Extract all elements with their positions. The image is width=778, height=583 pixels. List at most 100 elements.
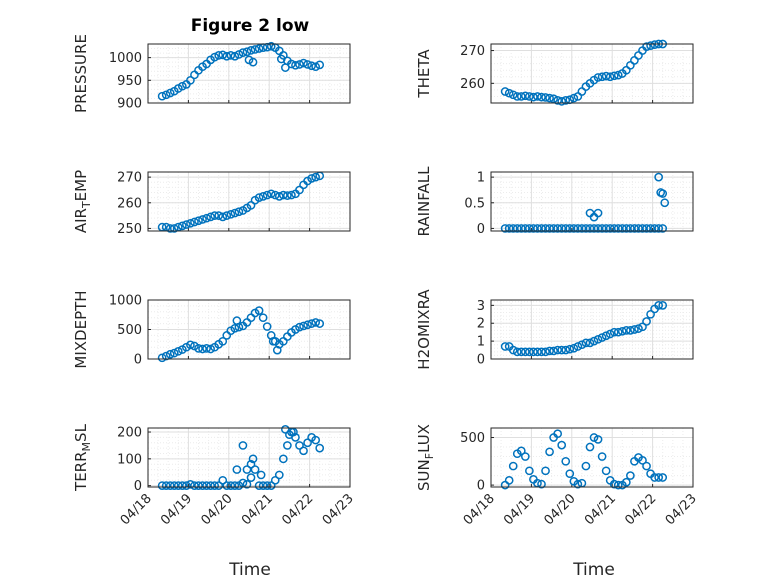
data-point bbox=[194, 481, 203, 491]
data-point bbox=[500, 224, 510, 233]
data-points bbox=[500, 429, 668, 490]
data-point bbox=[238, 48, 248, 57]
data-point bbox=[529, 92, 538, 102]
x-tick-label: 04/23 bbox=[663, 491, 700, 528]
data-point bbox=[545, 93, 554, 103]
data-point bbox=[234, 50, 244, 59]
data-point bbox=[573, 342, 583, 351]
y-tick-label: 0 bbox=[134, 353, 142, 368]
plot-area bbox=[491, 172, 693, 231]
data-point bbox=[597, 224, 607, 233]
data-point bbox=[621, 477, 631, 487]
data-point bbox=[537, 224, 546, 233]
data-point bbox=[654, 473, 664, 482]
data-point bbox=[565, 344, 575, 354]
data-point bbox=[626, 326, 635, 335]
data-point bbox=[597, 72, 607, 82]
data-point bbox=[660, 198, 670, 208]
data-point bbox=[529, 224, 538, 233]
data-point bbox=[597, 333, 607, 342]
data-point bbox=[593, 435, 603, 444]
data-point bbox=[533, 92, 542, 101]
y-tick-label: 270 bbox=[460, 44, 485, 59]
y-tick-label: 0.5 bbox=[464, 196, 485, 211]
axes-box bbox=[490, 299, 694, 360]
data-point bbox=[198, 481, 207, 491]
data-point bbox=[206, 481, 215, 491]
data-point bbox=[601, 331, 611, 341]
data-point bbox=[504, 88, 514, 98]
y-tick-label: 270 bbox=[117, 171, 142, 186]
data-point bbox=[508, 224, 518, 233]
data-point bbox=[561, 456, 571, 466]
y-tick-label: 3 bbox=[477, 299, 485, 314]
data-point bbox=[169, 348, 179, 358]
data-point bbox=[238, 441, 248, 450]
data-point bbox=[254, 193, 264, 203]
data-point bbox=[307, 61, 316, 71]
data-point bbox=[242, 47, 252, 57]
data-point bbox=[577, 224, 587, 233]
data-point bbox=[541, 93, 550, 102]
axes-box bbox=[490, 43, 694, 104]
data-point bbox=[504, 475, 514, 485]
data-point bbox=[274, 192, 284, 201]
data-point bbox=[218, 475, 228, 485]
data-point bbox=[270, 475, 280, 485]
data-point bbox=[516, 446, 526, 456]
data-point bbox=[202, 213, 211, 223]
data-point bbox=[173, 481, 183, 491]
data-point bbox=[307, 319, 316, 328]
y-axis-label: MIXDEPTH bbox=[72, 290, 90, 368]
data-point bbox=[198, 215, 207, 224]
data-point bbox=[202, 481, 211, 491]
data-point bbox=[557, 224, 567, 233]
data-points bbox=[500, 172, 670, 233]
data-point bbox=[626, 471, 635, 480]
data-points bbox=[500, 301, 668, 357]
data-point bbox=[642, 317, 651, 326]
data-point bbox=[646, 41, 655, 50]
data-point bbox=[276, 54, 286, 64]
data-point bbox=[573, 224, 583, 233]
data-point bbox=[226, 209, 236, 219]
data-point bbox=[537, 479, 546, 489]
data-point bbox=[541, 466, 550, 476]
data-point bbox=[549, 224, 558, 233]
data-point bbox=[246, 473, 256, 482]
data-point bbox=[177, 221, 187, 231]
data-point bbox=[658, 224, 668, 233]
data-point bbox=[274, 470, 284, 480]
data-point bbox=[165, 481, 175, 491]
subplot-terr-msl: 0 100 200 TERRMSL 04/18 04/19 04/20 04/21 04/22 0… bbox=[72, 423, 357, 528]
data-point bbox=[315, 319, 325, 328]
data-point bbox=[268, 336, 278, 346]
data-point bbox=[177, 81, 187, 91]
data-point bbox=[613, 327, 623, 337]
data-point bbox=[291, 60, 300, 70]
data-point bbox=[283, 441, 292, 450]
data-point bbox=[218, 50, 228, 60]
data-point bbox=[508, 345, 518, 355]
data-point bbox=[601, 71, 611, 81]
y-axis-label: THETA bbox=[415, 49, 433, 99]
data-point bbox=[266, 481, 276, 491]
data-point bbox=[638, 456, 647, 465]
x-tick-label: 04/21 bbox=[239, 491, 276, 528]
y-tick-label: 2 bbox=[477, 317, 485, 332]
data-point bbox=[299, 321, 308, 331]
data-point bbox=[303, 60, 312, 69]
data-point bbox=[520, 91, 530, 101]
data-point bbox=[638, 322, 647, 332]
data-point bbox=[549, 94, 558, 104]
y-axis-label: AIRTEMP bbox=[72, 170, 93, 233]
data-point bbox=[533, 224, 542, 233]
y-axis-label: H2OMIXRA bbox=[415, 289, 433, 370]
data-point bbox=[537, 92, 546, 102]
data-point bbox=[186, 218, 195, 228]
data-point bbox=[230, 51, 240, 61]
subplot-mixdepth: 0 500 1000 MIXDEPTH bbox=[72, 290, 351, 369]
data-point bbox=[581, 338, 591, 348]
data-point bbox=[654, 301, 664, 310]
data-point bbox=[634, 224, 643, 233]
